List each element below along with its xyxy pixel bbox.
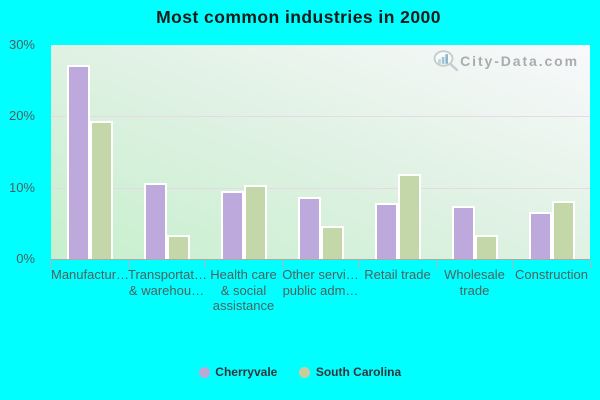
x-axis-label-3: Health care & social assistance <box>210 267 277 313</box>
x-axis-label-6: Wholesale trade <box>444 267 505 298</box>
legend-dot-icon <box>299 366 311 378</box>
bar-cherryvale-3[interactable] <box>220 191 244 259</box>
watermark[interactable]: City-Data.com <box>431 50 579 72</box>
bar-cherryvale-6[interactable] <box>451 206 475 259</box>
x-axis-tick <box>513 260 514 269</box>
bar-cherryvale-7[interactable] <box>528 212 552 259</box>
x-axis-line <box>51 259 590 260</box>
watermark-text: City-Data.com <box>460 53 579 69</box>
bar-south-carolina-4[interactable] <box>320 226 344 259</box>
x-axis-tick <box>590 260 591 269</box>
x-axis-tick <box>205 260 206 269</box>
y-axis-label-30%: 30% <box>8 37 35 52</box>
legend: Cherryvale South Carolina <box>0 365 600 379</box>
y-axis-label-0%: 0% <box>16 251 35 266</box>
bar-cherryvale-1[interactable] <box>66 65 90 259</box>
plot-area <box>51 45 590 259</box>
x-axis-label-4: Other servi… public adm… <box>282 267 359 298</box>
bar-south-carolina-2[interactable] <box>166 235 190 259</box>
x-axis-label-2: Transportat… & warehou… <box>128 267 207 298</box>
bar-south-carolina-6[interactable] <box>474 235 498 259</box>
x-axis-tick <box>282 260 283 269</box>
x-axis-tick <box>128 260 129 269</box>
bar-south-carolina-5[interactable] <box>397 174 421 259</box>
x-axis-tick <box>436 260 437 269</box>
x-axis-tick <box>359 260 360 269</box>
chart-title: Most common industries in 2000 <box>156 7 441 27</box>
legend-item-south-carolina[interactable]: South Carolina <box>299 365 401 379</box>
bar-south-carolina-3[interactable] <box>243 185 267 259</box>
bar-cherryvale-5[interactable] <box>374 203 398 259</box>
bar-cherryvale-2[interactable] <box>143 183 167 259</box>
legend-dot-icon <box>198 366 210 378</box>
bar-south-carolina-1[interactable] <box>89 121 113 259</box>
bar-south-carolina-7[interactable] <box>551 201 575 259</box>
legend-label: South Carolina <box>315 365 402 379</box>
gridline-20% <box>51 116 590 117</box>
magnifier-with-bars-icon <box>433 50 459 72</box>
x-axis-label-7: Construction <box>515 267 588 282</box>
y-axis-label-10%: 10% <box>8 180 35 195</box>
x-axis-label-5: Retail trade <box>364 267 431 282</box>
x-axis-tick <box>51 260 52 269</box>
y-axis-label-20%: 20% <box>8 108 35 123</box>
x-axis-label-1: Manufactur… <box>51 267 130 282</box>
bar-cherryvale-4[interactable] <box>297 197 321 259</box>
gridline-10% <box>51 188 590 189</box>
legend-label: Cherryvale <box>215 365 278 379</box>
legend-item-cherryvale[interactable]: Cherryvale <box>198 365 278 379</box>
